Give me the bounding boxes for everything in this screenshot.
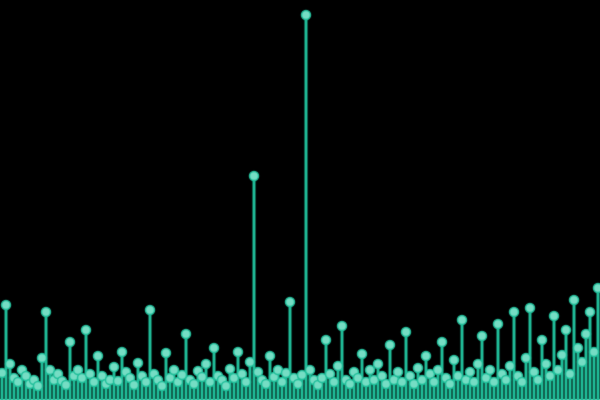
stem-plot-figure xyxy=(0,0,600,400)
stem-plot-canvas xyxy=(0,0,600,400)
